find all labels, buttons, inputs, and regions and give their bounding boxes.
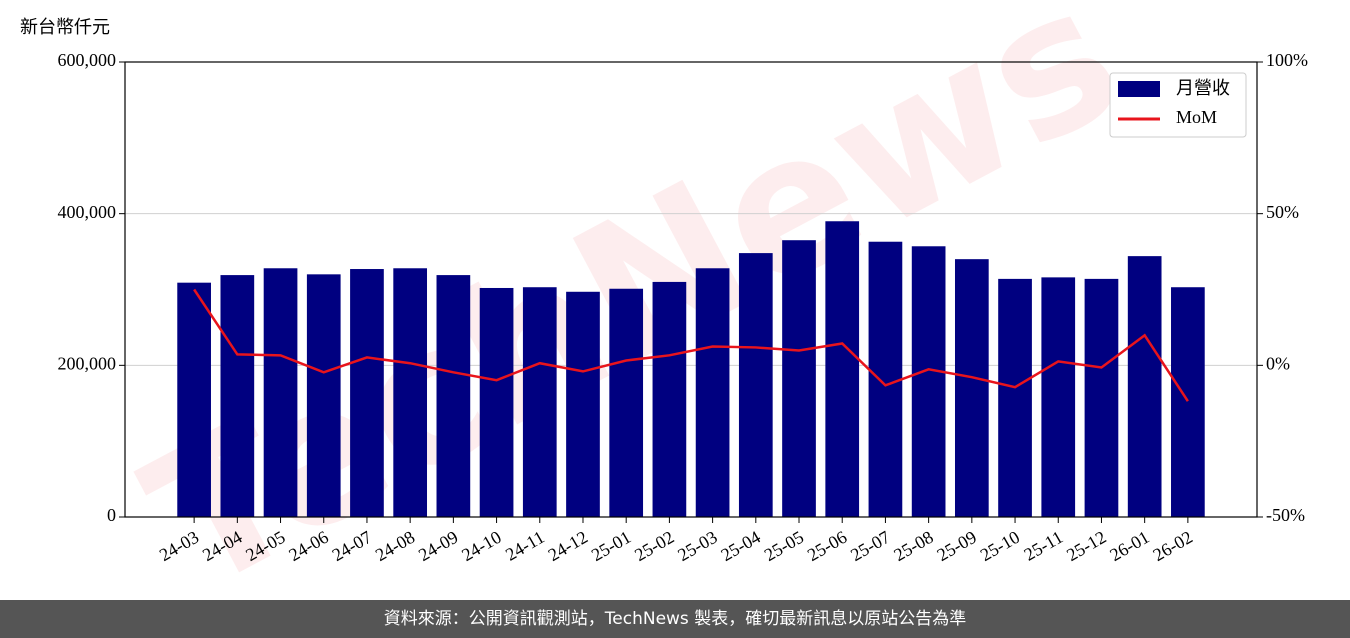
bar <box>306 274 341 517</box>
bar <box>177 282 211 517</box>
bar <box>782 240 816 518</box>
x-tick-label: 25-06 <box>804 527 850 565</box>
bar <box>825 221 860 517</box>
bar <box>998 278 1032 517</box>
y-axis-label: 新台幣仟元 <box>20 17 110 38</box>
legend-label: MoM <box>1176 107 1217 127</box>
bar <box>479 287 514 517</box>
x-tick-label: 25-03 <box>674 527 720 565</box>
y-tick-label: 200,000 <box>58 353 117 373</box>
y2-tick-label: 100% <box>1266 50 1308 70</box>
legend-swatch <box>1118 81 1160 97</box>
bar <box>566 291 600 517</box>
x-tick-label: 24-12 <box>545 527 591 565</box>
x-tick-label: 25-12 <box>1063 527 1109 565</box>
bar <box>911 246 946 517</box>
footer: 資料來源：公開資訊觀測站，TechNews 製表，確切最新訊息以原站公告為準 <box>0 600 1350 638</box>
bar <box>436 275 471 517</box>
y2-tick-label: 0% <box>1266 353 1290 373</box>
y-tick-label: 0 <box>107 505 116 525</box>
x-tick-label: 26-01 <box>1106 527 1152 565</box>
line <box>193 288 1189 402</box>
x-tick-label: 25-08 <box>890 527 936 565</box>
bar <box>954 259 989 517</box>
bar <box>1084 278 1119 517</box>
bar <box>1127 256 1162 517</box>
x-tick-label: 25-05 <box>761 527 807 565</box>
bar <box>652 281 687 517</box>
x-tick-label: 24-11 <box>502 527 548 565</box>
bar <box>393 268 428 517</box>
x-tick-label: 25-11 <box>1021 527 1067 565</box>
x-tick-label: 26-02 <box>1150 527 1196 565</box>
plot-frame <box>124 61 1258 518</box>
x-tick-label: 25-07 <box>847 527 893 565</box>
y2-tick-label: -50% <box>1266 505 1305 525</box>
chart: 新台幣仟元 TechNews 0200,000400,000600,000-50… <box>20 0 1308 634</box>
bar <box>695 268 730 517</box>
x-tick-label: 25-10 <box>977 527 1023 565</box>
x-tick-label: 25-02 <box>631 527 677 565</box>
x-tick-label: 25-01 <box>588 527 634 565</box>
bar <box>609 288 644 517</box>
x-tick-label: 24-09 <box>415 527 461 565</box>
bar <box>263 268 298 517</box>
bar <box>220 275 255 517</box>
bar <box>868 241 903 517</box>
x-tick-label: 25-09 <box>934 527 980 565</box>
bar <box>1041 277 1076 517</box>
y-tick-label: 400,000 <box>58 202 117 222</box>
y2-tick-label: 50% <box>1266 202 1299 222</box>
y-tick-label: 600,000 <box>58 50 117 70</box>
x-tick-label: 24-10 <box>458 527 504 565</box>
bar <box>522 287 557 517</box>
x-tick-label: 25-04 <box>717 527 763 565</box>
bar <box>350 269 384 517</box>
legend-label: 月營收 <box>1176 78 1230 99</box>
bar <box>738 253 773 517</box>
bar <box>1171 287 1205 517</box>
